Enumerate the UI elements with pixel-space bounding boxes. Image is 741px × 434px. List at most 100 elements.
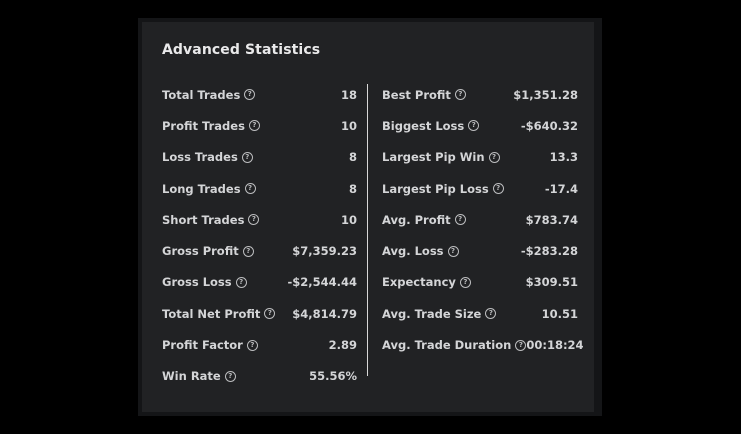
help-icon[interactable]: ?: [492, 183, 504, 195]
stat-value: $783.74: [525, 212, 578, 227]
stat-label: Gross Profit: [162, 244, 239, 259]
stat-label-group: Profit Factor ?: [162, 338, 258, 352]
stat-value: 55.56%: [309, 369, 357, 384]
stat-row-loss-trades: Loss Trades ? 8: [162, 142, 357, 173]
stats-card-frame: Advanced Statistics Total Trades ? 18 Pr…: [138, 18, 602, 416]
stat-label-group: Loss Trades ?: [162, 150, 253, 164]
stat-label-group: Largest Pip Win ?: [382, 150, 500, 164]
help-icon[interactable]: ?: [454, 214, 466, 226]
help-icon[interactable]: ?: [244, 183, 256, 195]
stat-value: 2.89: [328, 338, 357, 353]
stat-label-group: Largest Pip Loss ?: [382, 182, 504, 196]
stat-label: Win Rate: [162, 369, 221, 384]
stat-value: 10: [340, 118, 357, 133]
stat-row-largest-pip-loss: Largest Pip Loss ? -17.4: [382, 173, 578, 204]
stat-label: Best Profit: [382, 87, 451, 102]
left-stats-column: Total Trades ? 18 Profit Trades ? 10 Los…: [162, 79, 357, 392]
stat-label-group: Gross Profit ?: [162, 244, 254, 258]
advanced-statistics-panel: Advanced Statistics Total Trades ? 18 Pr…: [142, 22, 594, 412]
stat-label: Avg. Loss: [382, 244, 444, 259]
help-icon[interactable]: ?: [454, 89, 466, 101]
stat-label: Gross Loss: [162, 275, 232, 290]
stat-label: Avg. Trade Duration: [382, 338, 512, 353]
stat-label: Largest Pip Loss: [382, 181, 489, 196]
stat-row-short-trades: Short Trades ? 10: [162, 204, 357, 235]
stat-label: Total Trades: [162, 87, 241, 102]
stat-row-avg-trade-duration: Avg. Trade Duration ? 00:18:24: [382, 329, 584, 360]
stat-label-group: Avg. Trade Duration ?: [382, 338, 527, 353]
stat-label: Expectancy: [382, 275, 456, 290]
stat-value: $309.51: [525, 275, 578, 290]
stat-label-group: Biggest Loss ?: [382, 118, 480, 133]
stat-row-profit-trades: Profit Trades ? 10: [162, 110, 357, 141]
stat-value: 00:18:24: [526, 338, 584, 353]
stat-label-group: Win Rate ?: [162, 369, 236, 383]
help-icon[interactable]: ?: [241, 151, 253, 163]
stat-label-group: Profit Trades ?: [162, 119, 260, 133]
right-stats-column: Best Profit ? $1,351.28 Biggest Loss ? -…: [382, 79, 584, 361]
help-icon[interactable]: ?: [248, 120, 260, 132]
help-icon[interactable]: ?: [224, 370, 236, 382]
stat-value: 10: [340, 212, 357, 227]
stat-label: Biggest Loss: [382, 118, 465, 133]
help-icon[interactable]: ?: [488, 151, 500, 163]
help-icon[interactable]: ?: [235, 276, 247, 288]
help-icon[interactable]: ?: [447, 245, 459, 257]
stat-label-group: Avg. Profit ?: [382, 213, 466, 227]
stat-label-group: Best Profit ?: [382, 88, 466, 102]
stat-row-win-rate: Win Rate ? 55.56%: [162, 361, 357, 392]
stat-label-group: Total Net Profit ?: [162, 306, 276, 321]
stat-label: Loss Trades: [162, 150, 238, 165]
stat-value: 8: [348, 181, 357, 196]
stat-label-group: Total Trades ?: [162, 87, 256, 102]
help-icon[interactable]: ?: [485, 308, 497, 320]
stat-label: Avg. Profit: [382, 212, 451, 227]
stat-value: -$2,544.44: [287, 275, 357, 290]
stat-label: Largest Pip Win: [382, 150, 485, 165]
stat-label-group: Long Trades ?: [162, 182, 256, 196]
stat-label-group: Short Trades ?: [162, 212, 260, 227]
stat-row-avg-trade-size: Avg. Trade Size ? 10.51: [382, 298, 578, 329]
stat-value: 13.3: [549, 150, 578, 165]
stat-label-group: Avg. Trade Size ?: [382, 306, 497, 321]
stat-row-largest-pip-win: Largest Pip Win ? 13.3: [382, 142, 578, 173]
stat-row-total-net-profit: Total Net Profit ? $4,814.79: [162, 298, 357, 329]
column-divider: [367, 84, 368, 376]
stat-value: 18: [340, 87, 357, 102]
stat-row-total-trades: Total Trades ? 18: [162, 79, 357, 110]
stat-label: Profit Trades: [162, 118, 245, 133]
stat-row-profit-factor: Profit Factor ? 2.89: [162, 329, 357, 360]
stat-label-group: Gross Loss ?: [162, 275, 247, 289]
help-icon[interactable]: ?: [468, 120, 480, 132]
help-icon[interactable]: ?: [459, 276, 471, 288]
stat-value: $4,814.79: [292, 306, 357, 321]
stat-label: Profit Factor: [162, 338, 243, 353]
help-icon[interactable]: ?: [264, 308, 276, 320]
stat-row-avg-loss: Avg. Loss ? -$283.28: [382, 235, 578, 266]
stat-row-gross-profit: Gross Profit ? $7,359.23: [162, 235, 357, 266]
stat-row-long-trades: Long Trades ? 8: [162, 173, 357, 204]
stat-value: $1,351.28: [513, 87, 578, 102]
stat-label-group: Expectancy ?: [382, 275, 471, 289]
stat-label-group: Avg. Loss ?: [382, 244, 459, 258]
help-icon[interactable]: ?: [242, 245, 254, 257]
stat-label: Total Net Profit: [162, 306, 261, 321]
panel-title: Advanced Statistics: [162, 42, 321, 58]
stat-value: -17.4: [544, 181, 578, 196]
stat-value: $7,359.23: [292, 244, 357, 259]
help-icon[interactable]: ?: [244, 89, 256, 101]
stat-value: 10.51: [541, 306, 578, 321]
stat-row-biggest-loss: Biggest Loss ? -$640.32: [382, 110, 578, 141]
stat-label: Long Trades: [162, 181, 241, 196]
stat-row-avg-profit: Avg. Profit ? $783.74: [382, 204, 578, 235]
help-icon[interactable]: ?: [515, 339, 527, 351]
help-icon[interactable]: ?: [248, 214, 260, 226]
stat-row-best-profit: Best Profit ? $1,351.28: [382, 79, 578, 110]
stat-label: Short Trades: [162, 212, 245, 227]
stat-row-expectancy: Expectancy ? $309.51: [382, 267, 578, 298]
help-icon[interactable]: ?: [246, 339, 258, 351]
stat-row-gross-loss: Gross Loss ? -$2,544.44: [162, 267, 357, 298]
stat-value: -$283.28: [520, 244, 578, 259]
stat-label: Avg. Trade Size: [382, 306, 482, 321]
stat-value: 8: [348, 150, 357, 165]
